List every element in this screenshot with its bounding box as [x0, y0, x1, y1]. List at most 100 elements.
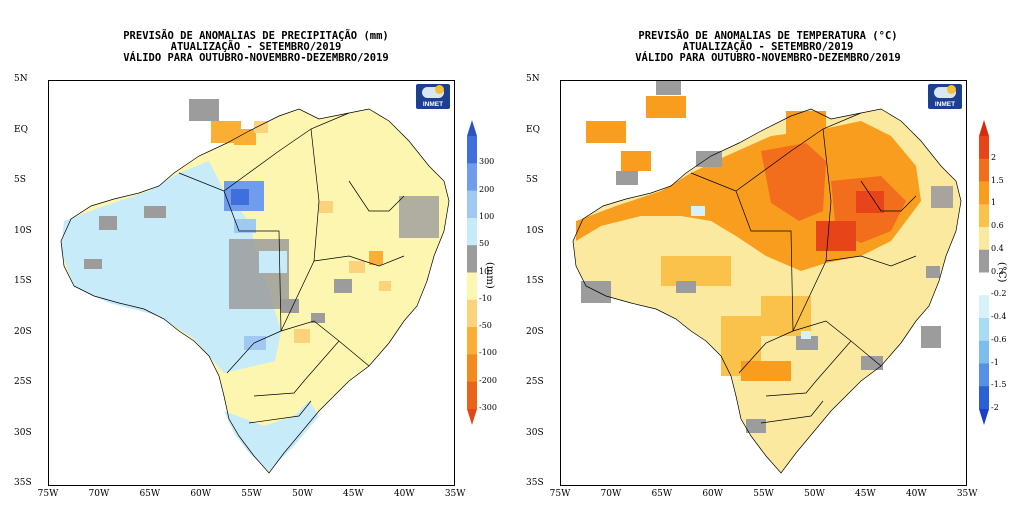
colorbar-label: 300	[479, 157, 495, 167]
colorbar-segment	[467, 163, 477, 192]
precip-colorbar	[467, 120, 477, 425]
temp-state-borders	[572, 108, 962, 474]
lat-label: EQ	[526, 124, 540, 135]
lat-label: 5N	[526, 74, 540, 84]
colorbar-label: 2	[991, 152, 997, 162]
lat-label: 15S	[526, 276, 544, 286]
precip-map-svg	[60, 99, 450, 474]
colorbar-label: -10	[479, 293, 492, 303]
lat-label: 5S	[526, 175, 538, 185]
lon-label: 60W	[190, 489, 212, 499]
lat-label: 35S	[526, 478, 544, 488]
lon-label: 35W	[444, 489, 466, 499]
colorbar-label: -0.2	[991, 289, 1007, 299]
lon-label: 45W	[343, 489, 364, 499]
colorbar-label: -50	[479, 321, 492, 331]
temp-title-line-3: VÁLIDO PARA OUTUBRO-NOVEMBRO-DEZEMBRO/20…	[635, 52, 901, 64]
colorbar-label: -300	[479, 403, 497, 412]
lat-label: 25S	[14, 377, 32, 387]
lon-label: 75W	[549, 489, 571, 499]
colorbar-segment	[979, 295, 989, 319]
lat-label: 5S	[14, 175, 26, 185]
lon-label: 45W	[855, 489, 876, 499]
colorbar-segment	[467, 299, 477, 328]
temp-title-line-2: ATUALIZAÇÃO - SETEMBRO/2019	[682, 41, 854, 53]
colorbar-segment	[979, 181, 989, 205]
temp-title-line-1: PREVISÃO DE ANOMALIAS DE TEMPERATURA (°C…	[638, 30, 898, 42]
temp-anomaly-cells	[573, 81, 961, 473]
colorbar-label: 50	[479, 239, 490, 249]
colorbar-segment	[979, 249, 989, 273]
lon-label: 40W	[393, 489, 415, 499]
colorbar-segment	[467, 217, 477, 246]
lon-label: 60W	[702, 489, 724, 499]
colorbar-segment	[467, 272, 477, 301]
lon-label: 55W	[753, 489, 774, 499]
lat-label: EQ	[14, 124, 28, 135]
colorbar-segment	[467, 327, 477, 355]
colorbar-bottom-arrow	[979, 409, 989, 425]
colorbar-segment	[467, 136, 477, 164]
logo-text: INMET	[422, 101, 444, 108]
lon-label: 35W	[956, 489, 978, 499]
colorbar-segment	[979, 318, 989, 342]
lat-label: 35S	[14, 478, 32, 488]
sun-icon	[947, 85, 956, 94]
lat-label: 15S	[14, 276, 32, 286]
colorbar-top-arrow	[467, 120, 477, 136]
precip-unit-label: (mm)	[484, 262, 495, 289]
lon-label: 40W	[905, 489, 927, 499]
colorbar-label: -200	[479, 375, 497, 385]
colorbar-label: -100	[479, 348, 497, 358]
temp-map-svg	[572, 81, 962, 474]
logo-text: INMET	[934, 101, 956, 108]
inmet-logo-left: INMET	[416, 84, 450, 109]
colorbar-segment	[467, 354, 477, 383]
temp-panel: PREVISÃO DE ANOMALIAS DE TEMPERATURA (°C…	[512, 0, 1024, 505]
colorbar-segment	[979, 340, 989, 364]
colorbar-label: -0.6	[991, 334, 1007, 344]
cloud-icon	[422, 87, 444, 98]
colorbar-top-arrow	[979, 120, 989, 136]
precip-panel: PREVISÃO DE ANOMALIAS DE PRECIPITAÇÃO (m…	[14, 30, 497, 500]
temp-unit-label: (°C)	[996, 262, 1007, 283]
colorbar-label: 1.5	[991, 175, 1004, 185]
precip-title-line-3: VÁLIDO PARA OUTUBRO-NOVEMBRO-DEZEMBRO/20…	[123, 52, 389, 64]
lon-label: 75W	[37, 489, 59, 499]
colorbar-label: -1	[991, 357, 999, 367]
lat-label: 20S	[14, 326, 32, 337]
lon-label: 65W	[139, 489, 161, 499]
lon-label: 50W	[292, 489, 313, 499]
lat-label: 5N	[14, 74, 28, 84]
precip-title-line-2: ATUALIZAÇÃO - SETEMBRO/2019	[170, 41, 342, 53]
inmet-logo-right: INMET	[928, 84, 962, 109]
precip-state-borders	[60, 108, 450, 474]
colorbar-label: -2	[991, 403, 999, 412]
lon-label: 55W	[241, 489, 262, 499]
colorbar-label: 0.6	[991, 221, 1004, 230]
sun-icon	[435, 85, 444, 94]
colorbar-segment	[467, 245, 477, 273]
colorbar-bottom-arrow	[467, 409, 477, 425]
colorbar-label: 200	[479, 184, 495, 194]
precip-map-frame: INMET	[48, 80, 455, 486]
cloud-icon	[934, 87, 956, 98]
precip-anomaly-cells	[61, 99, 449, 473]
lat-label: 10S	[14, 225, 32, 236]
lon-label: 70W	[600, 489, 622, 499]
colorbar-segment	[467, 190, 477, 219]
lat-label: 30S	[526, 427, 544, 438]
colorbar-label: 10	[479, 266, 490, 276]
colorbar-label: 0.2	[991, 266, 1004, 276]
temp-map-frame: INMET	[560, 80, 967, 486]
precip-title-line-1: PREVISÃO DE ANOMALIAS DE PRECIPITAÇÃO (m…	[123, 30, 389, 42]
colorbar-segment	[979, 272, 989, 296]
lat-label: 30S	[14, 427, 32, 438]
colorbar-label: -0.4	[991, 312, 1007, 321]
colorbar-label: 1	[991, 198, 997, 208]
colorbar-segment	[979, 158, 989, 182]
colorbar-label: 0.4	[991, 243, 1004, 253]
colorbar-segment	[979, 386, 989, 410]
lat-label: 10S	[526, 225, 544, 236]
lon-label: 70W	[88, 489, 110, 499]
